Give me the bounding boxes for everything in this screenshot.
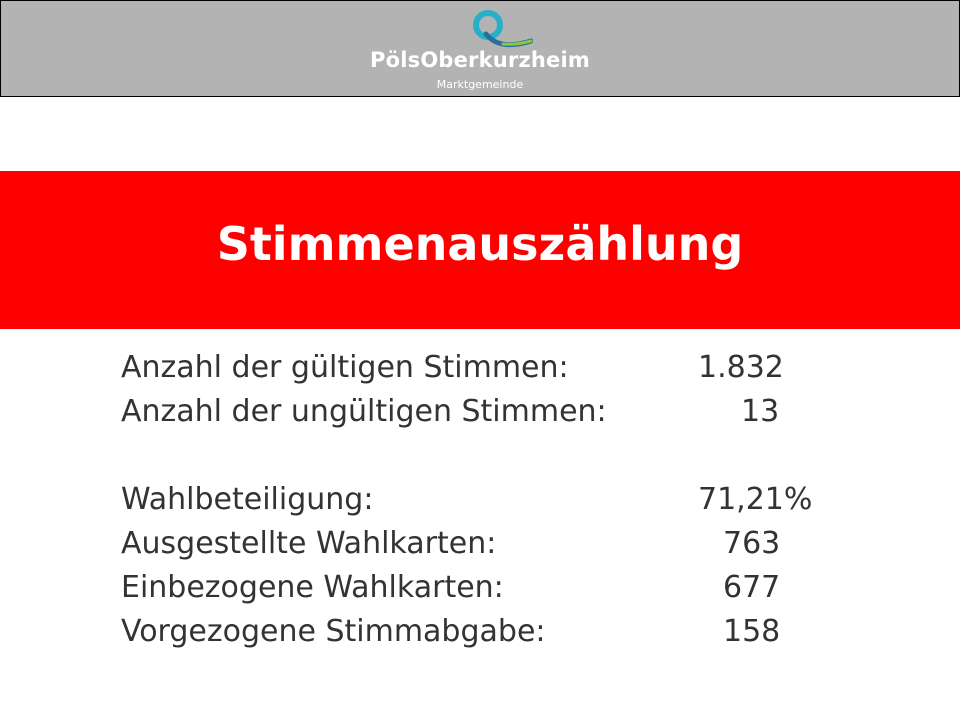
logo-subtitle: Marktgemeinde xyxy=(436,78,524,91)
stat-spacer xyxy=(121,434,861,478)
stat-value: 763 xyxy=(723,526,781,561)
stat-value: 158 xyxy=(723,614,781,649)
stat-value: 677 xyxy=(723,570,781,605)
stat-label: Vorgezogene Stimmabgabe: xyxy=(121,614,546,649)
stat-label: Wahlbeteiligung: xyxy=(121,482,374,517)
stat-value: 13 xyxy=(741,394,780,429)
stat-label: Anzahl der ungültigen Stimmen: xyxy=(121,394,607,429)
logo-name: PölsOberkurzheim xyxy=(370,48,590,72)
stat-label: Anzahl der gültigen Stimmen: xyxy=(121,350,569,385)
stat-label: Ausgestellte Wahlkarten: xyxy=(121,526,497,561)
stat-row-issued-ballot-cards: Ausgestellte Wahlkarten: 763 xyxy=(121,522,861,566)
stats-list: Anzahl der gültigen Stimmen: 1.832 Anzah… xyxy=(121,346,861,654)
page-title: Stimmenauszählung xyxy=(216,217,744,271)
logo: PölsOberkurzheim Marktgemeinde xyxy=(0,0,960,97)
title-band xyxy=(0,171,960,329)
logo-icon xyxy=(473,10,533,48)
stat-value: 1.832 xyxy=(698,350,784,385)
stat-row-invalid-votes: Anzahl der ungültigen Stimmen: 13 xyxy=(121,390,861,434)
stat-label: Einbezogene Wahlkarten: xyxy=(121,570,504,605)
stat-row-turnout: Wahlbeteiligung: 71,21% xyxy=(121,478,861,522)
stat-row-included-ballot-cards: Einbezogene Wahlkarten: 677 xyxy=(121,566,861,610)
stat-row-early-voting: Vorgezogene Stimmabgabe: 158 xyxy=(121,610,861,654)
stat-value: 71,21% xyxy=(698,482,813,517)
stat-row-valid-votes: Anzahl der gültigen Stimmen: 1.832 xyxy=(121,346,861,390)
